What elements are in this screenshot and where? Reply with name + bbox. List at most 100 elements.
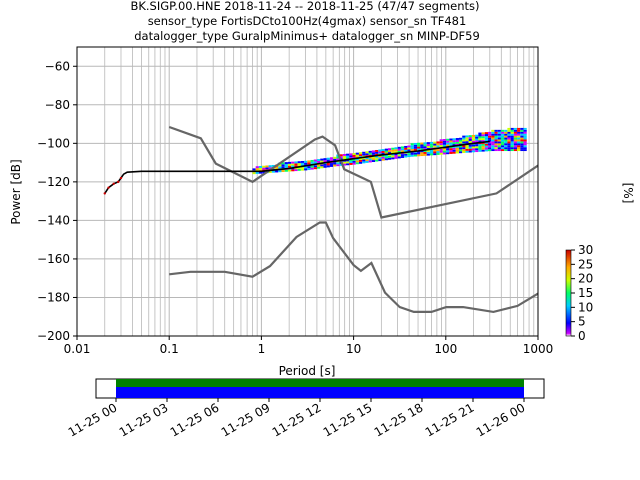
density-cell (323, 163, 327, 166)
density-cell (449, 148, 453, 151)
density-cell (417, 142, 421, 145)
density-cell (462, 145, 466, 148)
density-cell (355, 162, 359, 165)
density-cell (504, 133, 508, 136)
density-cell (500, 129, 505, 132)
density-cell (320, 166, 324, 169)
density-cell (517, 127, 521, 130)
density-cell (465, 145, 469, 147)
density-cell (488, 131, 492, 134)
density-cell (523, 149, 527, 152)
density-cell (455, 139, 459, 142)
density-cell (491, 131, 495, 134)
density-cell (504, 137, 508, 140)
density-cell (336, 158, 340, 161)
density-cell (484, 147, 489, 150)
density-cell (513, 137, 518, 140)
density-cell (410, 145, 414, 148)
density-cell (346, 155, 350, 158)
density-cell (488, 135, 492, 138)
density-cell (433, 141, 437, 144)
density-cell (497, 149, 501, 152)
density-cell (387, 148, 392, 151)
density-cell (497, 133, 501, 136)
density-cell (420, 152, 424, 155)
x-tick-label: 10 (346, 342, 361, 356)
density-cell (471, 148, 476, 151)
density-cell (262, 171, 266, 174)
density-cell (342, 163, 347, 166)
density-cell (520, 141, 524, 144)
density-cell (429, 141, 434, 144)
density-cell (497, 137, 501, 140)
density-cell (371, 156, 376, 159)
density-cell (517, 135, 521, 138)
density-cell (523, 137, 527, 140)
density-cell (310, 165, 314, 168)
density-cell (517, 131, 521, 134)
timeline-tick-label: 11-26 00 (474, 400, 528, 439)
density-cell (468, 144, 472, 147)
density-cell (429, 153, 434, 156)
density-cell (478, 138, 482, 141)
density-cell (452, 151, 456, 154)
density-cell (365, 157, 369, 160)
density-cell (352, 160, 356, 163)
density-cell (439, 150, 443, 153)
density-cell (507, 135, 511, 138)
density-cell (281, 166, 285, 169)
density-cell (500, 141, 505, 144)
density-cell (394, 155, 398, 157)
density-cell (455, 151, 459, 154)
density-cell (458, 145, 463, 148)
density-cell (281, 162, 285, 165)
density-cell (491, 147, 495, 150)
density-cell (365, 153, 369, 156)
density-cell (449, 152, 453, 154)
density-cell (510, 143, 514, 146)
density-cell (407, 147, 411, 150)
x-tick-label: 1000 (523, 342, 554, 356)
density-cell (423, 142, 427, 145)
density-cell (491, 139, 495, 142)
density-cell (462, 147, 466, 150)
density-cell (484, 137, 489, 140)
density-cell (423, 148, 427, 151)
density-cell (497, 141, 501, 144)
density-cell (262, 167, 266, 170)
density-cell (455, 147, 459, 150)
density-cell (497, 145, 501, 148)
density-cell (446, 138, 450, 141)
lower-noise-model-line (169, 221, 538, 314)
density-cell (413, 152, 418, 155)
timeline-tick-label: 11-25 12 (270, 400, 324, 439)
density-cell (255, 171, 259, 174)
density-cell (446, 140, 450, 143)
density-cell (313, 159, 317, 162)
density-cell (465, 141, 469, 144)
density-cell (407, 155, 411, 158)
density-cell (507, 145, 511, 148)
density-cell (462, 139, 466, 142)
density-cell (291, 161, 295, 164)
density-cell (520, 147, 524, 150)
density-cell (507, 131, 511, 134)
density-cell (452, 144, 456, 146)
density-cell (420, 154, 424, 157)
y-axis-label: Power [dB] (9, 159, 23, 224)
density-cell (381, 149, 385, 152)
density-cell (510, 139, 514, 142)
density-cell (484, 143, 489, 146)
density-cell (494, 133, 498, 136)
density-cell (297, 166, 301, 169)
density-cell (436, 145, 440, 148)
density-cell (413, 144, 418, 147)
density-cell (504, 129, 508, 132)
density-cell (310, 167, 314, 170)
timeline-tick-label: 11-25 09 (219, 400, 273, 439)
density-cell (510, 129, 514, 132)
density-cell (278, 164, 282, 167)
density-cell (517, 143, 521, 146)
density-cell (500, 147, 505, 150)
